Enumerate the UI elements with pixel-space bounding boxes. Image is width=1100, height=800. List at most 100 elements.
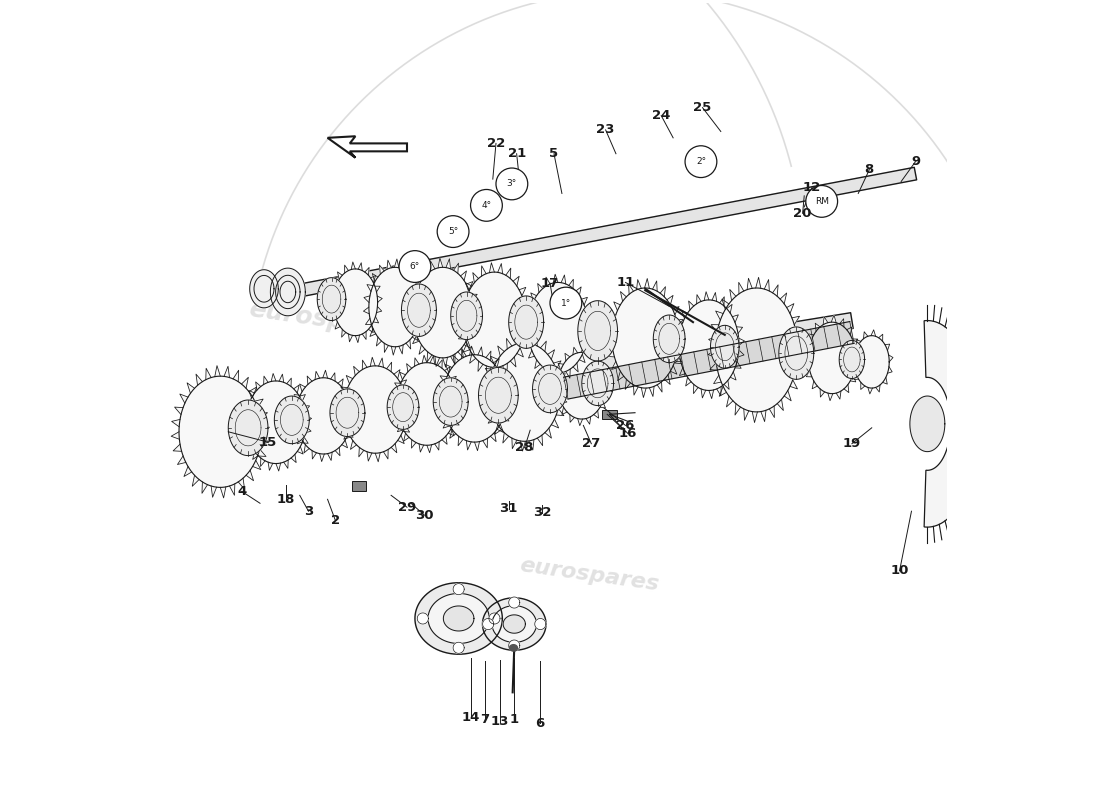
Bar [352,481,366,490]
Polygon shape [444,366,450,374]
Polygon shape [502,414,509,421]
Circle shape [437,216,469,247]
Polygon shape [202,482,208,494]
Polygon shape [230,484,234,495]
Polygon shape [664,374,670,385]
Polygon shape [292,454,296,462]
Polygon shape [257,449,266,457]
Polygon shape [184,466,191,477]
Polygon shape [667,295,673,305]
Text: 21: 21 [507,147,526,160]
Polygon shape [172,432,179,439]
Polygon shape [427,352,432,362]
Text: 1°: 1° [561,298,571,307]
Polygon shape [196,374,202,386]
Polygon shape [438,360,442,368]
Polygon shape [722,299,729,310]
Polygon shape [384,450,388,459]
Polygon shape [524,333,529,343]
Polygon shape [790,380,798,389]
Polygon shape [368,325,373,333]
Polygon shape [587,333,593,339]
Text: 14: 14 [461,711,480,724]
Polygon shape [466,282,473,290]
Polygon shape [689,301,694,310]
Polygon shape [408,324,415,331]
Polygon shape [342,330,345,337]
Polygon shape [293,426,298,433]
Polygon shape [372,274,378,282]
Polygon shape [434,356,440,366]
Polygon shape [322,370,328,378]
Polygon shape [538,283,543,293]
Polygon shape [338,379,343,387]
Polygon shape [582,298,587,305]
Polygon shape [419,290,425,296]
Polygon shape [392,346,396,355]
Polygon shape [287,378,292,386]
Polygon shape [717,386,722,396]
Polygon shape [233,370,239,382]
Polygon shape [350,420,356,426]
Polygon shape [253,451,258,459]
Polygon shape [910,396,945,452]
Polygon shape [261,458,265,466]
Polygon shape [557,397,562,403]
Polygon shape [430,261,434,271]
Polygon shape [617,371,624,381]
Polygon shape [879,334,883,342]
Polygon shape [494,367,499,377]
Polygon shape [764,279,769,291]
Text: 31: 31 [499,502,518,515]
Polygon shape [738,350,744,357]
Polygon shape [761,410,766,422]
Polygon shape [297,437,304,444]
Text: eurospares: eurospares [565,314,725,359]
Polygon shape [823,317,828,325]
Text: 5: 5 [549,147,559,160]
Polygon shape [712,293,717,302]
Polygon shape [804,358,808,366]
Polygon shape [373,317,378,323]
Text: 30: 30 [415,509,433,522]
Polygon shape [582,361,614,406]
Polygon shape [274,396,309,444]
Polygon shape [503,615,526,634]
Polygon shape [261,437,270,444]
Polygon shape [561,275,565,284]
Polygon shape [856,350,860,358]
Polygon shape [378,358,384,367]
Polygon shape [422,355,427,363]
Polygon shape [724,380,729,390]
Polygon shape [551,419,559,428]
Text: eurospares: eurospares [518,555,661,594]
Polygon shape [531,293,537,301]
Text: 12: 12 [803,181,822,194]
Polygon shape [784,390,791,401]
Polygon shape [605,378,610,386]
Polygon shape [882,378,888,384]
Polygon shape [513,276,519,286]
Polygon shape [711,326,739,368]
Polygon shape [276,463,280,471]
Circle shape [685,146,717,178]
Polygon shape [495,425,502,434]
Polygon shape [735,362,741,368]
Polygon shape [680,368,685,375]
Polygon shape [305,426,311,433]
Polygon shape [470,354,475,363]
Polygon shape [453,418,459,425]
Polygon shape [483,598,546,650]
Polygon shape [317,278,345,321]
Polygon shape [443,354,506,442]
Polygon shape [437,398,443,406]
Polygon shape [410,289,417,296]
Polygon shape [331,373,335,382]
Polygon shape [466,441,471,450]
Polygon shape [657,382,662,392]
Polygon shape [637,279,641,290]
Polygon shape [529,439,534,450]
Polygon shape [433,378,469,426]
Polygon shape [465,282,472,292]
Polygon shape [676,322,683,329]
